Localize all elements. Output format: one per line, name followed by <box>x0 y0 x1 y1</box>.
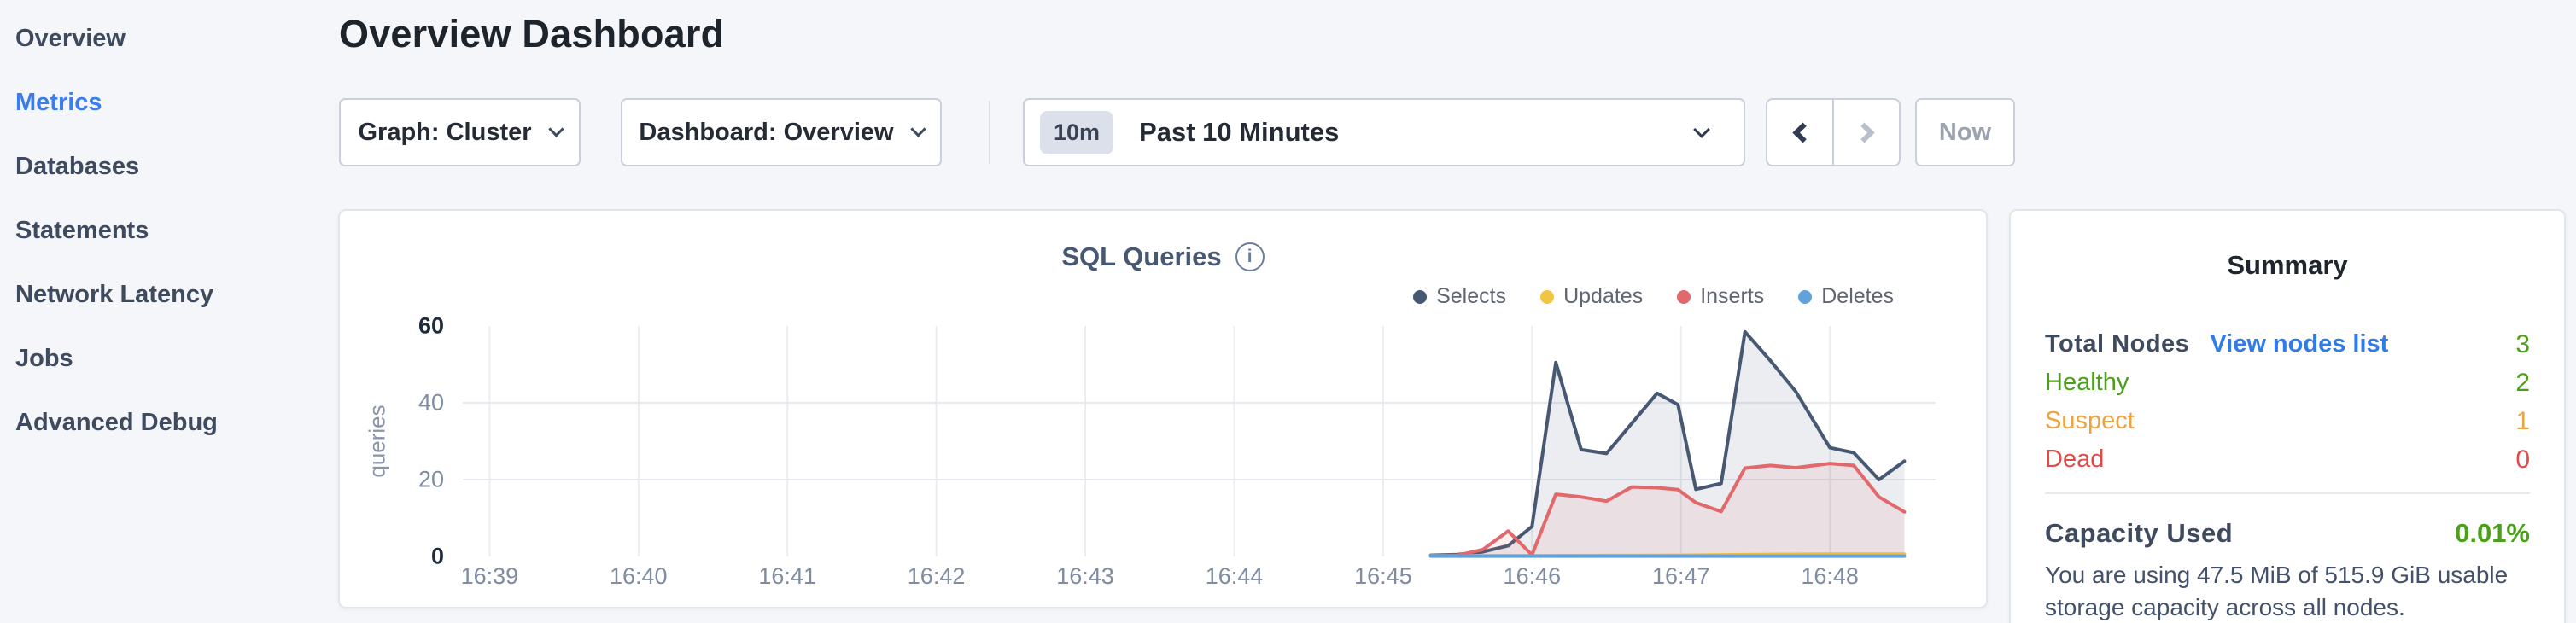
legend-label: Selects <box>1436 284 1507 308</box>
legend-item-updates[interactable]: Updates <box>1540 284 1643 309</box>
healthy-nodes-row: Healthy 2 <box>2045 364 2530 402</box>
next-range-button[interactable] <box>1834 100 1899 165</box>
legend-item-deletes[interactable]: Deletes <box>1798 284 1894 309</box>
dead-value: 0 <box>2515 445 2530 474</box>
x-axis-tick: 16:45 <box>1354 563 1412 589</box>
summary-title: Summary <box>2227 250 2348 280</box>
x-axis-tick: 16:39 <box>460 563 519 589</box>
page-title: Overview Dashboard <box>339 12 725 55</box>
y-axis-tick: 20 <box>418 466 444 492</box>
x-axis-tick: 16:47 <box>1651 563 1710 589</box>
capacity-used-label: Capacity Used <box>2045 518 2234 548</box>
chevron-down-icon <box>547 121 564 137</box>
x-axis-tick: 16:40 <box>609 563 668 589</box>
x-axis-tick: 16:43 <box>1056 563 1114 589</box>
chevron-down-icon <box>1693 120 1710 138</box>
dead-label: Dead <box>2045 445 2105 473</box>
time-range-selector[interactable]: 10m Past 10 Minutes <box>1023 98 1745 166</box>
capacity-row: Capacity Used 0.01% <box>2045 518 2530 549</box>
plot-area: queries 0 20 40 60 16:39 16:40 16:41 16:42 16:4… <box>365 313 1936 589</box>
dashboard-dropdown-label: Dashboard: Overview <box>639 118 894 146</box>
capacity-description: You are using 47.5 MiB of 515.9 GiB usab… <box>2045 562 2509 620</box>
x-axis-tick: 16:42 <box>907 563 966 589</box>
legend-label: Updates <box>1563 284 1644 308</box>
sidebar-item-network-latency[interactable]: Network Latency <box>15 281 214 308</box>
chart-legend: Selects Updates Inserts Deletes <box>1413 284 1894 309</box>
sidebar-item-statements[interactable]: Statements <box>15 217 149 244</box>
chart-title: SQL Queries <box>1061 242 1222 271</box>
legend-item-inserts[interactable]: Inserts <box>1677 284 1764 309</box>
x-axis-tick: 16:41 <box>758 563 816 589</box>
legend-label: Inserts <box>1700 284 1765 308</box>
chevron-left-icon <box>1791 121 1814 143</box>
healthy-value: 2 <box>2515 368 2530 397</box>
summary-rows: Total Nodes View nodes list 3 Healthy 2 … <box>2045 325 2530 479</box>
legend-dot <box>1798 289 1813 304</box>
legend-label: Deletes <box>1821 284 1894 308</box>
legend-dot <box>1540 289 1555 304</box>
x-axis-tick: 16:48 <box>1801 563 1859 589</box>
sidebar-item-overview[interactable]: Overview <box>15 25 126 52</box>
legend-item-selects[interactable]: Selects <box>1413 284 1506 309</box>
sidebar-item-databases[interactable]: Databases <box>15 153 140 180</box>
legend-dot <box>1677 289 1691 304</box>
capacity-used-value: 0.01% <box>2455 518 2530 548</box>
time-range-label: Past 10 Minutes <box>1139 117 1340 147</box>
y-axis-ticks: 0 20 40 60 <box>384 313 444 569</box>
info-icon[interactable]: i <box>1235 242 1265 271</box>
summary-divider <box>2045 492 2530 494</box>
y-axis-tick: 40 <box>418 389 444 416</box>
total-nodes-label: Total Nodes <box>2045 330 2190 358</box>
graph-dropdown[interactable]: Graph: Cluster <box>339 98 581 166</box>
summary-panel: Summary Total Nodes View nodes list 3 He… <box>2009 209 2566 623</box>
sidebar: Overview Metrics Databases Statements Ne… <box>0 0 333 455</box>
y-axis-tick: 60 <box>418 312 444 339</box>
sidebar-item-jobs[interactable]: Jobs <box>15 345 73 372</box>
view-nodes-list-link[interactable]: View nodes list <box>2210 330 2389 358</box>
chevron-right-icon <box>1853 121 1875 143</box>
x-axis-tick: 16:46 <box>1503 563 1562 589</box>
x-axis-ticks: 16:39 16:40 16:41 16:42 16:43 16:44 16:45 16:46… <box>460 563 1936 591</box>
chevron-down-icon <box>909 121 926 137</box>
now-button[interactable]: Now <box>1915 98 2015 166</box>
prev-range-button[interactable] <box>1767 100 1834 165</box>
x-axis-tick: 16:44 <box>1205 563 1264 589</box>
legend-dot <box>1413 289 1428 304</box>
sidebar-item-advanced-debug[interactable]: Advanced Debug <box>15 409 218 436</box>
total-nodes-row: Total Nodes View nodes list 3 <box>2045 325 2530 364</box>
y-axis-tick: 0 <box>430 543 444 569</box>
total-nodes-value: 3 <box>2515 329 2530 358</box>
sidebar-item-metrics[interactable]: Metrics <box>15 89 102 116</box>
controls-divider <box>989 101 990 164</box>
chart-header: SQL Queries i <box>340 242 1986 272</box>
time-range-badge: 10m <box>1040 110 1114 154</box>
time-nav-group <box>1766 98 1901 166</box>
dead-nodes-row: Dead 0 <box>2045 440 2530 479</box>
sql-queries-plot <box>463 326 1936 558</box>
healthy-label: Healthy <box>2045 369 2129 396</box>
sql-queries-chart-card: SQL Queries i Selects Updates Inserts De… <box>338 209 1988 608</box>
suspect-value: 1 <box>2515 406 2530 435</box>
suspect-nodes-row: Suspect 1 <box>2045 402 2530 440</box>
suspect-label: Suspect <box>2045 407 2135 434</box>
dashboard-dropdown[interactable]: Dashboard: Overview <box>621 98 942 166</box>
graph-dropdown-label: Graph: Cluster <box>358 118 532 146</box>
